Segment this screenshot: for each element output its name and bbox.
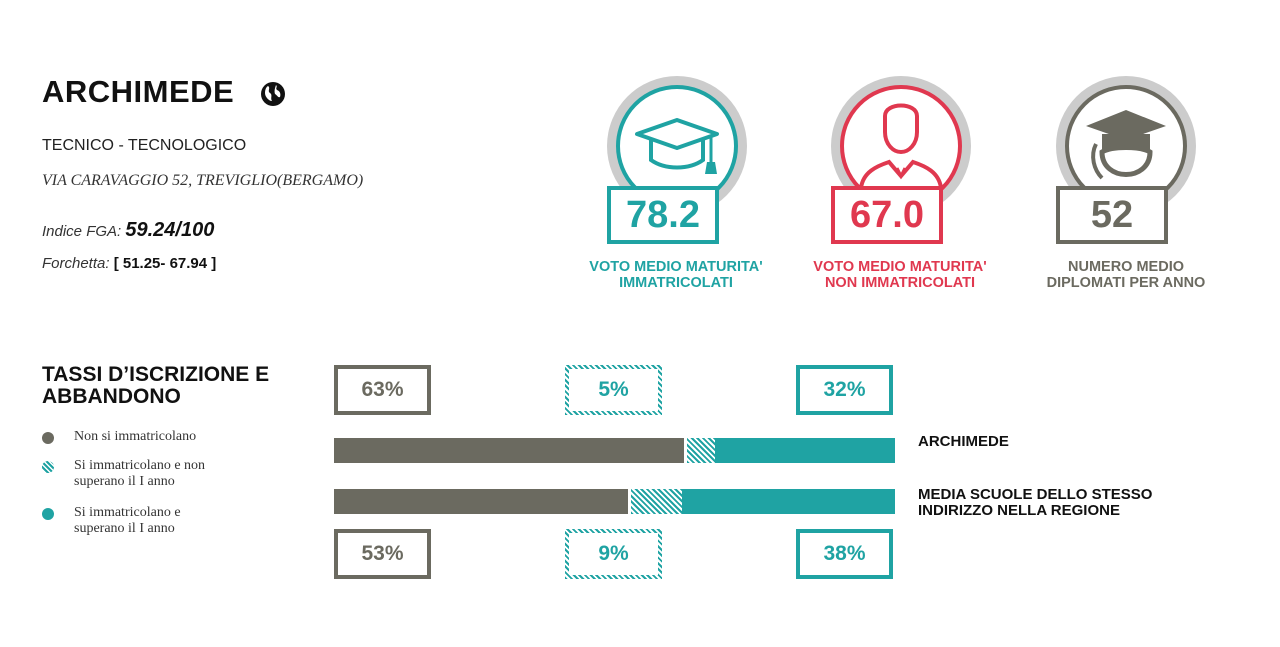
pct-label-media-non-superano: 9%	[565, 529, 662, 579]
fga-value: 59.24/100	[125, 219, 215, 241]
fga-label: Indice FGA:	[42, 223, 122, 240]
kpi-label-immatricolati: VOTO MEDIO MATURITA' IMMATRICOLATI	[561, 259, 791, 291]
bar-segment-non-immatricolati	[334, 489, 629, 514]
legend-swatch	[42, 461, 54, 473]
bar-label-archimede: ARCHIMEDE	[918, 434, 1009, 450]
legend-line1: Si immatricolano e non	[74, 458, 206, 473]
graduation-cap-icon	[607, 76, 747, 216]
kpi-label-line1: VOTO MEDIO MATURITA'	[589, 259, 763, 275]
bar-segment-non-superano	[631, 489, 682, 514]
bar-archimede	[334, 438, 895, 463]
globe-icon[interactable]	[259, 80, 287, 108]
kpi-value-non-immatricolati: 67.0	[831, 186, 943, 244]
pct-label-media-non-immatricolati: 53%	[334, 529, 431, 579]
legend-line2: superano il I anno	[74, 474, 175, 489]
kpi-label-line2: DIPLOMATI PER ANNO	[1046, 275, 1206, 291]
kpi-label-line1: NUMERO MEDIO	[1068, 259, 1184, 275]
school-name: ARCHIMEDE	[42, 74, 235, 109]
bar-label-line1: MEDIA SCUOLE DELLO STESSO	[918, 486, 1153, 503]
kpi-label-line2: IMMATRICOLATI	[619, 275, 733, 291]
fga-range: Forchetta: [ 51.25- 67.94 ]	[42, 255, 216, 272]
graduate-head-icon	[1056, 76, 1196, 216]
pct-label-media-superano: 38%	[796, 529, 893, 579]
legend-line2: superano il I anno	[74, 521, 175, 536]
bar-segment-non-immatricolati	[334, 438, 685, 463]
bar-segment-superano	[681, 489, 895, 514]
pct-label-archimede-superano: 32%	[796, 365, 893, 415]
bar-label-line2: INDIRIZZO NELLA REGIONE	[918, 502, 1120, 519]
legend-swatch	[42, 432, 54, 444]
kpi-label-diplomati: NUMERO MEDIO DIPLOMATI PER ANNO	[1011, 259, 1241, 291]
bar-segment-non-superano	[687, 438, 716, 463]
fga-index: Indice FGA: 59.24/100	[42, 219, 214, 242]
bar-segment-superano	[715, 438, 895, 463]
legend-text: Si immatricolano e non superano il I ann…	[74, 458, 274, 490]
legend-text: Si immatricolano e superano il I anno	[74, 505, 274, 537]
school-address: VIA CARAVAGGIO 52, TREVIGLIO(BERGAMO)	[42, 172, 364, 189]
kpi-value-immatricolati: 78.2	[607, 186, 719, 244]
rates-title-line1: TASSI D’ISCRIZIONE E	[42, 363, 270, 386]
pct-label-archimede-non-superano: 5%	[565, 365, 662, 415]
legend-text: Non si immatricolano	[74, 429, 274, 445]
legend-line1: Si immatricolano e	[74, 505, 181, 520]
pct-label-archimede-non-immatricolati: 63%	[334, 365, 431, 415]
range-value: [ 51.25- 67.94 ]	[113, 255, 217, 272]
range-label: Forchetta:	[42, 255, 110, 272]
bar-label-media-regione: MEDIA SCUOLE DELLO STESSO INDIRIZZO NELL…	[918, 487, 1152, 519]
legend-swatch	[42, 508, 54, 520]
kpi-label-non-immatricolati: VOTO MEDIO MATURITA' NON IMMATRICOLATI	[785, 259, 1015, 291]
bar-media-regione	[334, 489, 895, 514]
bar-label-line1: ARCHIMEDE	[918, 433, 1009, 450]
kpi-label-line2: NON IMMATRICOLATI	[824, 275, 976, 291]
legend-line1: Non si immatricolano	[74, 429, 197, 444]
rates-title: TASSI D’ISCRIZIONE E ABBANDONO	[42, 364, 269, 408]
kpi-value-diplomati: 52	[1056, 186, 1168, 244]
kpi-label-line1: VOTO MEDIO MATURITA'	[813, 259, 987, 275]
school-type: TECNICO - TECNOLOGICO	[42, 137, 247, 154]
rates-title-line2: ABBANDONO	[42, 385, 181, 408]
